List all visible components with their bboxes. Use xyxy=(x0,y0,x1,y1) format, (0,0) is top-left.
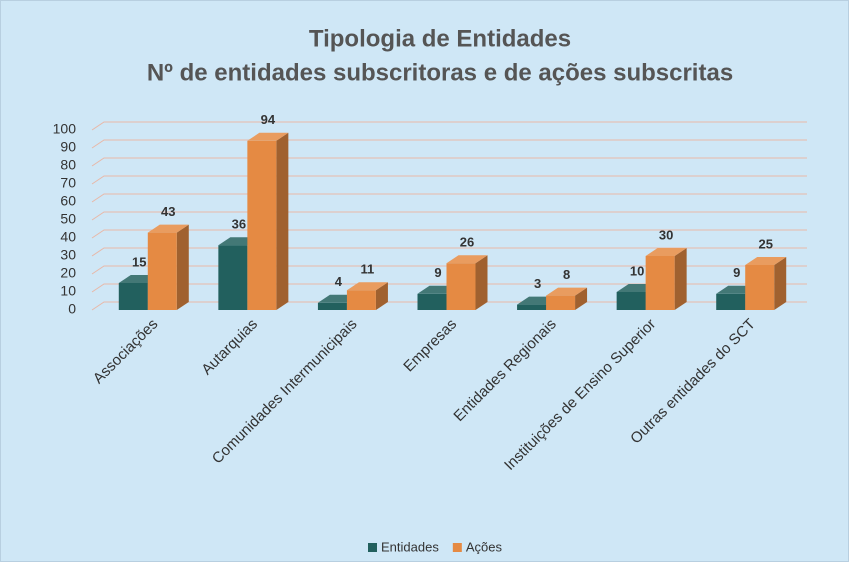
bar xyxy=(218,245,248,310)
bar-top xyxy=(446,255,488,264)
grid-line xyxy=(91,265,807,275)
grid-line xyxy=(91,193,807,203)
grid-line xyxy=(91,247,807,257)
bar xyxy=(317,302,347,310)
y-tick-label: 100 xyxy=(53,121,77,137)
bar-side xyxy=(475,255,488,310)
bar-side xyxy=(575,287,588,310)
grid-line xyxy=(91,229,807,239)
data-label: 30 xyxy=(659,227,673,242)
y-tick-label: 50 xyxy=(60,211,76,227)
bar-side xyxy=(276,132,289,310)
legend-swatch xyxy=(452,543,462,552)
bar-side xyxy=(674,248,687,310)
y-tick-label: 70 xyxy=(60,175,76,191)
y-tick-label: 60 xyxy=(60,193,76,209)
y-tick-label: 0 xyxy=(68,301,76,317)
bar xyxy=(745,265,775,310)
bar-top xyxy=(745,257,787,265)
grid-line xyxy=(91,211,807,221)
bar xyxy=(346,290,376,310)
data-label: 94 xyxy=(261,112,276,127)
legend-swatch xyxy=(368,543,377,552)
chart-title: Tipologia de Entidades xyxy=(309,25,571,52)
data-label: 11 xyxy=(361,262,375,277)
bar-side xyxy=(176,224,189,310)
data-label: 3 xyxy=(534,276,541,291)
bar xyxy=(716,293,746,310)
y-tick-label: 90 xyxy=(60,139,76,155)
bar xyxy=(417,293,447,310)
bar-top xyxy=(346,282,388,291)
bar xyxy=(118,283,148,310)
bar xyxy=(517,304,547,310)
bar-top xyxy=(247,132,289,141)
grid-line xyxy=(91,283,807,293)
y-tick-label: 30 xyxy=(60,247,76,263)
data-label: 9 xyxy=(733,265,740,280)
bar-side xyxy=(774,257,787,310)
data-label: 26 xyxy=(460,235,474,250)
grid-line xyxy=(91,175,807,185)
data-label: 4 xyxy=(335,274,343,289)
bar xyxy=(247,140,277,310)
data-label: 8 xyxy=(563,267,570,282)
y-tick-label: 80 xyxy=(60,157,76,173)
data-label: 25 xyxy=(758,236,772,251)
grid-line xyxy=(91,157,807,167)
grid-line xyxy=(91,121,807,131)
bar xyxy=(546,295,576,310)
data-label: 36 xyxy=(232,217,246,232)
y-tick-label: 40 xyxy=(60,229,76,245)
bar xyxy=(616,292,646,310)
bar-top xyxy=(147,224,189,233)
grid-line xyxy=(91,139,807,149)
legend-label: Ações xyxy=(466,539,503,554)
data-label: 9 xyxy=(434,265,441,280)
y-tick-label: 20 xyxy=(60,265,76,281)
data-label: 43 xyxy=(161,204,175,219)
bar xyxy=(446,263,476,310)
bar xyxy=(147,232,177,310)
bar-side xyxy=(375,282,388,310)
data-label: 10 xyxy=(630,263,644,278)
data-label: 15 xyxy=(132,254,146,269)
bar xyxy=(645,256,675,310)
chart-subtitle: Nº de entidades subscritoras e de ações … xyxy=(147,59,733,86)
y-tick-label: 10 xyxy=(60,283,76,299)
bar-top xyxy=(645,248,687,256)
bar-top xyxy=(546,287,588,296)
legend-label: Entidades xyxy=(381,539,439,554)
